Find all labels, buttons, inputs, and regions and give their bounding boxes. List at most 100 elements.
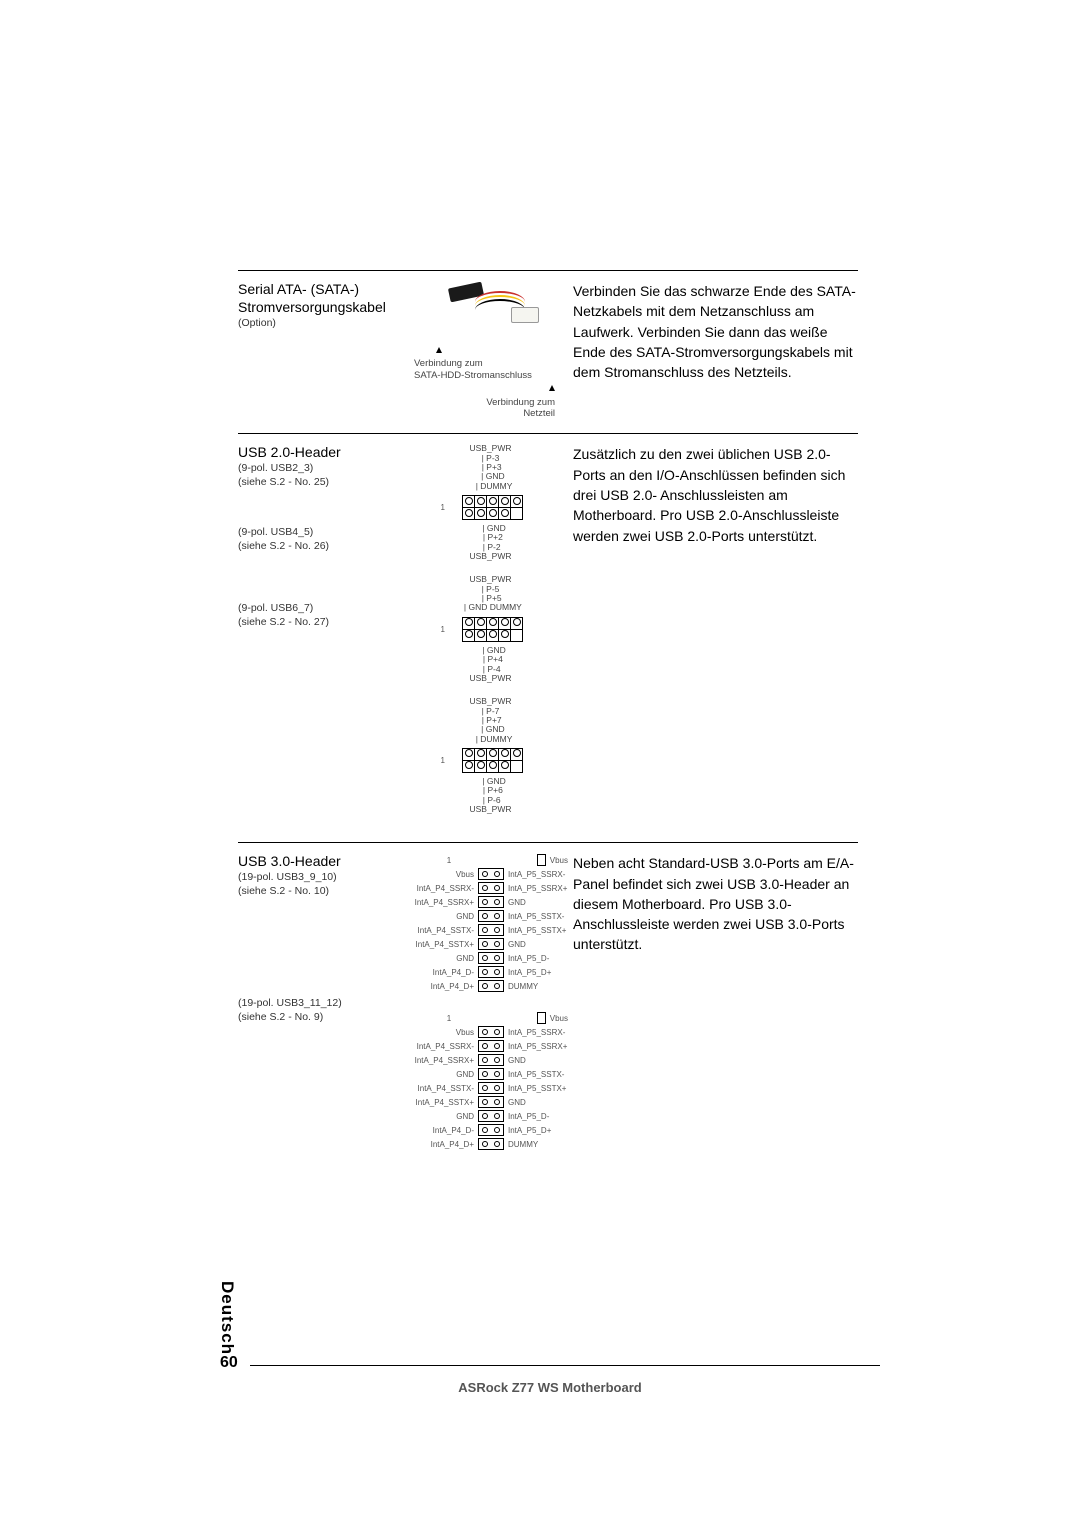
sata-caption2-l1: Verbindung zum: [486, 397, 555, 408]
language-tab: Deutsch: [217, 1281, 237, 1355]
pin-label: IntA_P4_SSTX-: [408, 926, 478, 935]
usb2-diagram-col: USB_PWR | P-3 | P+3 | GND | DUMMY 1 | GN…: [408, 444, 573, 828]
pin-label: DUMMY: [480, 481, 512, 491]
pin-grid: [462, 748, 523, 773]
usb3-diagram-col: 1 Vbus Vbus IntA_P5_SSRX- IntA_P4_SSRX- Int…: [408, 853, 573, 1169]
pin-label: IntA_P4_SSRX-: [408, 1042, 478, 1051]
sata-caption2-l2: Netzteil: [523, 408, 555, 419]
pin-label: IntA_P5_D-: [504, 1112, 549, 1121]
usb3-h1-sub2: (siehe S.2 - No. 10): [238, 885, 408, 897]
usb3-pinout-1: 1 Vbus Vbus IntA_P5_SSRX- IntA_P4_SSRX- Int…: [408, 853, 568, 993]
usb2-h3-sub2: (siehe S.2 - No. 27): [238, 616, 408, 628]
section-sata: Serial ATA- (SATA-) Stromversorgungskabe…: [238, 271, 858, 433]
pin-label: Vbus: [546, 856, 568, 865]
usb2-pinout-2: USB_PWR | P-5 | P+5 | GND DUMMY 1 | GND …: [441, 575, 541, 683]
usb2-h2-sub1: (9-pol. USB4_5): [238, 526, 408, 538]
pin-label: IntA_P5_D-: [504, 954, 549, 963]
pin-label: DUMMY: [480, 734, 512, 744]
pin-label: Vbus: [546, 1014, 568, 1023]
sata-diagram-col: Verbindung zum SATA-HDD-Stromanschluss V…: [408, 281, 573, 419]
page-number: 60: [220, 1354, 238, 1372]
sata-title-line2: Stromversorgungskabel: [238, 299, 408, 315]
pin-1-label: 1: [441, 503, 445, 512]
pin-label: IntA_P5_SSTX-: [504, 1070, 564, 1079]
usb2-pinout-3: USB_PWR | P-7 | P+7 | GND | DUMMY 1 | GN…: [441, 697, 541, 814]
pin-label: IntA_P4_SSTX+: [408, 1098, 478, 1107]
sata-caption1-l2: SATA-HDD-Stromanschluss: [414, 370, 532, 381]
sata-desc-col: Verbinden Sie das schwarze Ende des SATA…: [573, 281, 858, 419]
pin-label: GND: [408, 1070, 478, 1079]
pin-label: USB_PWR: [469, 673, 511, 683]
usb2-title: USB 2.0-Header: [238, 444, 408, 460]
pin-label: DUMMY: [504, 1140, 538, 1149]
sata-description: Verbinden Sie das schwarze Ende des SATA…: [573, 281, 858, 382]
sata-title-line1: Serial ATA- (SATA-): [238, 281, 408, 297]
pin-label: GND: [504, 898, 526, 907]
pin-label: USB_PWR: [469, 551, 511, 561]
pin-grid: [462, 495, 523, 520]
arrow-icon: [549, 385, 555, 391]
sata-caption1-l1: Verbindung zum: [414, 358, 483, 369]
pin-label: GND: [408, 954, 478, 963]
pin-grid: [462, 617, 523, 642]
pin-label: USB_PWR: [469, 804, 511, 814]
section-usb3: USB 3.0-Header (19-pol. USB3_9_10) (sieh…: [238, 843, 858, 1169]
section-usb2: USB 2.0-Header (9-pol. USB2_3) (siehe S.…: [238, 434, 858, 842]
usb3-description: Neben acht Standard-USB 3.0-Ports am E/A…: [573, 853, 858, 954]
pin-label: IntA_P5_SSRX+: [504, 884, 567, 893]
pin-label: GND: [504, 1056, 526, 1065]
pin-label: DUMMY: [504, 982, 538, 991]
usb2-pinout-1: USB_PWR | P-3 | P+3 | GND | DUMMY 1 | GN…: [441, 444, 541, 561]
usb3-desc-col: Neben acht Standard-USB 3.0-Ports am E/A…: [573, 853, 858, 1169]
footer-title: ASRock Z77 WS Motherboard: [220, 1380, 880, 1395]
pin-label: 1: [408, 1014, 455, 1023]
pin-label: GND: [504, 1098, 526, 1107]
pin-label: IntA_P4_D+: [408, 982, 478, 991]
page-footer: 60: [220, 1354, 880, 1372]
usb2-description: Zusätzlich zu den zwei üblichen USB 2.0-…: [573, 444, 858, 545]
pin-label: IntA_P5_SSRX-: [504, 870, 565, 879]
pin-label: IntA_P4_D-: [408, 1126, 478, 1135]
pin-label: Vbus: [408, 1028, 478, 1037]
usb3-h1-sub1: (19-pol. USB3_9_10): [238, 871, 408, 883]
pin-label: IntA_P4_D+: [408, 1140, 478, 1149]
usb2-desc-col: Zusätzlich zu den zwei üblichen USB 2.0-…: [573, 444, 858, 828]
pin-label: IntA_P4_D-: [408, 968, 478, 977]
arrow-icon: [436, 347, 442, 353]
usb3-left-col: USB 3.0-Header (19-pol. USB3_9_10) (sieh…: [238, 853, 408, 1169]
usb3-pinout-2: 1 Vbus Vbus IntA_P5_SSRX- IntA_P4_SSRX- Int…: [408, 1011, 568, 1151]
usb3-title: USB 3.0-Header: [238, 853, 408, 869]
usb2-h1-sub1: (9-pol. USB2_3): [238, 462, 408, 474]
pin-label: IntA_P4_SSRX-: [408, 884, 478, 893]
pin-label: IntA_P4_SSRX+: [408, 898, 478, 907]
page-content: Serial ATA- (SATA-) Stromversorgungskabe…: [238, 270, 858, 1169]
pin-label: GND: [468, 602, 487, 612]
pin-label: GND: [408, 1112, 478, 1121]
pin-label: IntA_P5_SSTX-: [504, 912, 564, 921]
pin-label: IntA_P5_SSTX+: [504, 926, 566, 935]
pin-label: IntA_P4_SSTX+: [408, 940, 478, 949]
pin-1-label: 1: [441, 625, 445, 634]
footer-rule: [250, 1365, 880, 1366]
pin-label: IntA_P5_D+: [504, 968, 551, 977]
pin-label: 1: [408, 856, 455, 865]
pin-label: IntA_P5_SSTX+: [504, 1084, 566, 1093]
pin-label: IntA_P5_SSRX-: [504, 1028, 565, 1037]
usb2-left-col: USB 2.0-Header (9-pol. USB2_3) (siehe S.…: [238, 444, 408, 828]
usb2-h2-sub2: (siehe S.2 - No. 26): [238, 540, 408, 552]
pin-label: IntA_P5_D+: [504, 1126, 551, 1135]
pin-label: IntA_P5_SSRX+: [504, 1042, 567, 1051]
pin-label: GND: [504, 940, 526, 949]
usb2-h1-sub2: (siehe S.2 - No. 25): [238, 476, 408, 488]
pin-label: IntA_P4_SSRX+: [408, 1056, 478, 1065]
sata-left-col: Serial ATA- (SATA-) Stromversorgungskabe…: [238, 281, 408, 419]
usb2-h3-sub1: (9-pol. USB6_7): [238, 602, 408, 614]
usb3-h2-sub2: (siehe S.2 - No. 9): [238, 1011, 408, 1023]
pin-label: GND: [408, 912, 478, 921]
pin-label: Vbus: [408, 870, 478, 879]
sata-option: (Option): [238, 317, 408, 329]
usb3-h2-sub1: (19-pol. USB3_11_12): [238, 997, 408, 1009]
sata-cable-illustration: [441, 281, 541, 341]
pin-label: DUMMY: [490, 602, 522, 612]
pin-1-label: 1: [441, 756, 445, 765]
